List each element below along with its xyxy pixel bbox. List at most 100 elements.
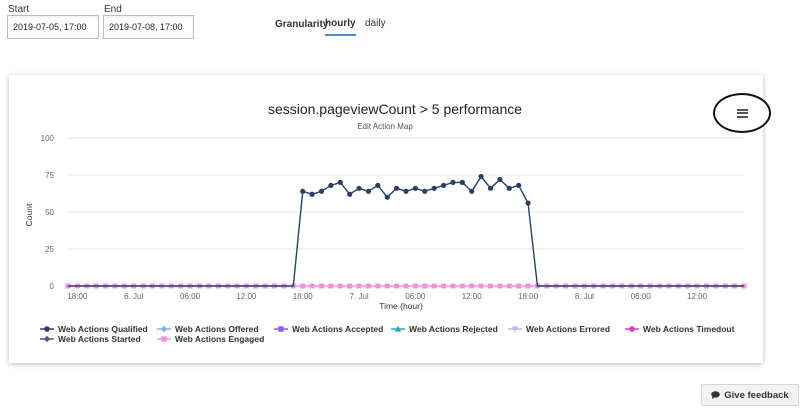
data-point-web-actions-qualified[interactable] [300, 188, 306, 194]
x-tick-label: 18:00 [67, 292, 88, 301]
data-point-web-actions-engaged[interactable] [459, 283, 465, 289]
data-point-web-actions-qualified[interactable] [309, 191, 315, 197]
granularity-label: Granularity [275, 19, 329, 30]
legend-label: Web Actions Engaged [175, 334, 264, 344]
x-tick-label: 12:00 [462, 292, 483, 301]
x-tick-label: 06:00 [405, 292, 426, 301]
data-point-web-actions-engaged[interactable] [328, 283, 334, 289]
data-point-web-actions-qualified[interactable] [412, 185, 418, 191]
y-tick-label: 50 [45, 208, 54, 217]
legend-label: Web Actions Qualified [58, 324, 148, 334]
x-tick-label: 12:00 [236, 292, 257, 301]
legend-label: Web Actions Offered [175, 324, 259, 334]
data-point-web-actions-qualified[interactable] [318, 188, 325, 194]
data-point-web-actions-qualified[interactable] [394, 185, 400, 191]
start-date-input[interactable]: 2019-07-05, 17:00 [7, 15, 99, 39]
legend-marker [394, 325, 402, 332]
data-point-web-actions-engaged[interactable] [431, 283, 437, 289]
data-point-web-actions-engaged[interactable] [356, 283, 362, 289]
data-point-web-actions-engaged[interactable] [450, 283, 456, 289]
chart-subtitle[interactable]: Edit Action Map [357, 122, 413, 131]
legend-marker [43, 335, 51, 343]
x-tick-label: 8. Jul [575, 292, 594, 301]
legend-marker [511, 326, 519, 333]
data-point-web-actions-engaged[interactable] [516, 283, 522, 289]
data-point-web-actions-engaged[interactable] [384, 283, 390, 289]
give-feedback-label: Give feedback [724, 389, 789, 401]
x-tick-label: 18:00 [518, 292, 539, 301]
data-point-web-actions-qualified[interactable] [431, 185, 437, 191]
x-tick-label: 18:00 [293, 292, 314, 301]
data-point-web-actions-qualified[interactable] [459, 179, 465, 185]
legend-label: Web Actions Errored [526, 324, 610, 334]
legend-label: Web Actions Accepted [292, 324, 383, 334]
end-date-input[interactable]: 2019-07-08, 17:00 [103, 15, 194, 39]
data-point-web-actions-qualified[interactable] [375, 182, 381, 188]
data-point-web-actions-engaged[interactable] [412, 283, 418, 289]
data-point-web-actions-qualified[interactable] [356, 185, 362, 191]
data-point-web-actions-engaged[interactable] [403, 283, 409, 289]
data-point-web-actions-qualified[interactable] [328, 182, 334, 188]
legend-item[interactable]: Web Actions Started [40, 334, 141, 344]
performance-chart: session.pageviewCount > 5 performance Ed… [24, 101, 747, 344]
data-point-web-actions-engaged[interactable] [497, 283, 503, 289]
data-point-web-actions-engaged[interactable] [375, 283, 381, 289]
data-point-web-actions-engaged[interactable] [525, 283, 531, 289]
x-tick-label: 12:00 [687, 292, 708, 301]
x-tick-label: 06:00 [180, 292, 201, 301]
legend-item[interactable]: Web Actions Qualified [40, 324, 148, 334]
data-point-web-actions-qualified[interactable] [506, 185, 512, 191]
data-point-web-actions-qualified[interactable] [469, 188, 475, 194]
data-point-web-actions-qualified[interactable] [365, 188, 372, 194]
legend-marker [44, 326, 50, 332]
give-feedback-button[interactable]: Give feedback [701, 384, 799, 406]
y-tick-label: 100 [41, 134, 55, 143]
x-tick-label: 06:00 [631, 292, 652, 301]
data-point-web-actions-qualified[interactable] [450, 179, 456, 185]
data-point-web-actions-engaged[interactable] [394, 283, 400, 289]
data-point-web-actions-qualified[interactable] [337, 179, 343, 185]
data-point-web-actions-qualified[interactable] [516, 182, 522, 188]
data-point-web-actions-engaged[interactable] [422, 283, 428, 289]
legend-item[interactable]: Web Actions Timedout [625, 324, 735, 334]
speech-bubble-icon [711, 391, 721, 399]
x-tick-label: 7. Jul [349, 292, 368, 301]
granularity-tab-hourly[interactable]: hourly [325, 18, 356, 36]
data-point-web-actions-qualified[interactable] [497, 176, 503, 183]
legend-item[interactable]: Web Actions Engaged [157, 334, 264, 344]
data-point-web-actions-engaged[interactable] [469, 283, 475, 289]
legend-item[interactable]: Web Actions Accepted [274, 324, 383, 334]
granularity-tab-daily[interactable]: daily [365, 18, 386, 29]
legend-item[interactable]: Web Actions Errored [508, 324, 610, 334]
data-point-web-actions-engaged[interactable] [441, 283, 447, 289]
data-point-web-actions-engaged[interactable] [319, 283, 324, 289]
hamburger-menu-icon [736, 108, 748, 118]
chart-panel: session.pageviewCount > 5 performance Ed… [9, 75, 763, 363]
legend-marker [278, 326, 284, 332]
data-point-web-actions-qualified[interactable] [478, 173, 484, 180]
chart-menu-button[interactable] [713, 93, 771, 133]
data-point-web-actions-qualified[interactable] [440, 182, 447, 188]
data-point-web-actions-qualified[interactable] [403, 188, 409, 194]
y-tick-label: 75 [45, 171, 54, 180]
data-point-web-actions-qualified[interactable] [487, 185, 494, 191]
legend-label: Web Actions Timedout [643, 324, 735, 334]
data-point-web-actions-engaged[interactable] [300, 283, 306, 289]
data-point-web-actions-qualified[interactable] [384, 194, 390, 200]
data-point-web-actions-qualified[interactable] [525, 200, 531, 206]
data-point-web-actions-engaged[interactable] [365, 283, 371, 289]
data-point-web-actions-engaged[interactable] [347, 283, 353, 289]
end-label: End [104, 4, 122, 15]
legend-item[interactable]: Web Actions Rejected [391, 324, 498, 334]
data-point-web-actions-engaged[interactable] [488, 283, 493, 289]
data-point-web-actions-engaged[interactable] [506, 283, 512, 289]
legend-item[interactable]: Web Actions Offered [157, 324, 259, 334]
y-tick-label: 25 [45, 245, 54, 254]
data-point-web-actions-engaged[interactable] [478, 283, 484, 289]
legend-marker [161, 336, 167, 342]
data-point-web-actions-engaged[interactable] [337, 283, 343, 289]
legend-label: Web Actions Started [58, 334, 141, 344]
data-point-web-actions-qualified[interactable] [422, 188, 428, 194]
data-point-web-actions-engaged[interactable] [309, 283, 315, 289]
data-point-web-actions-qualified[interactable] [347, 191, 353, 197]
